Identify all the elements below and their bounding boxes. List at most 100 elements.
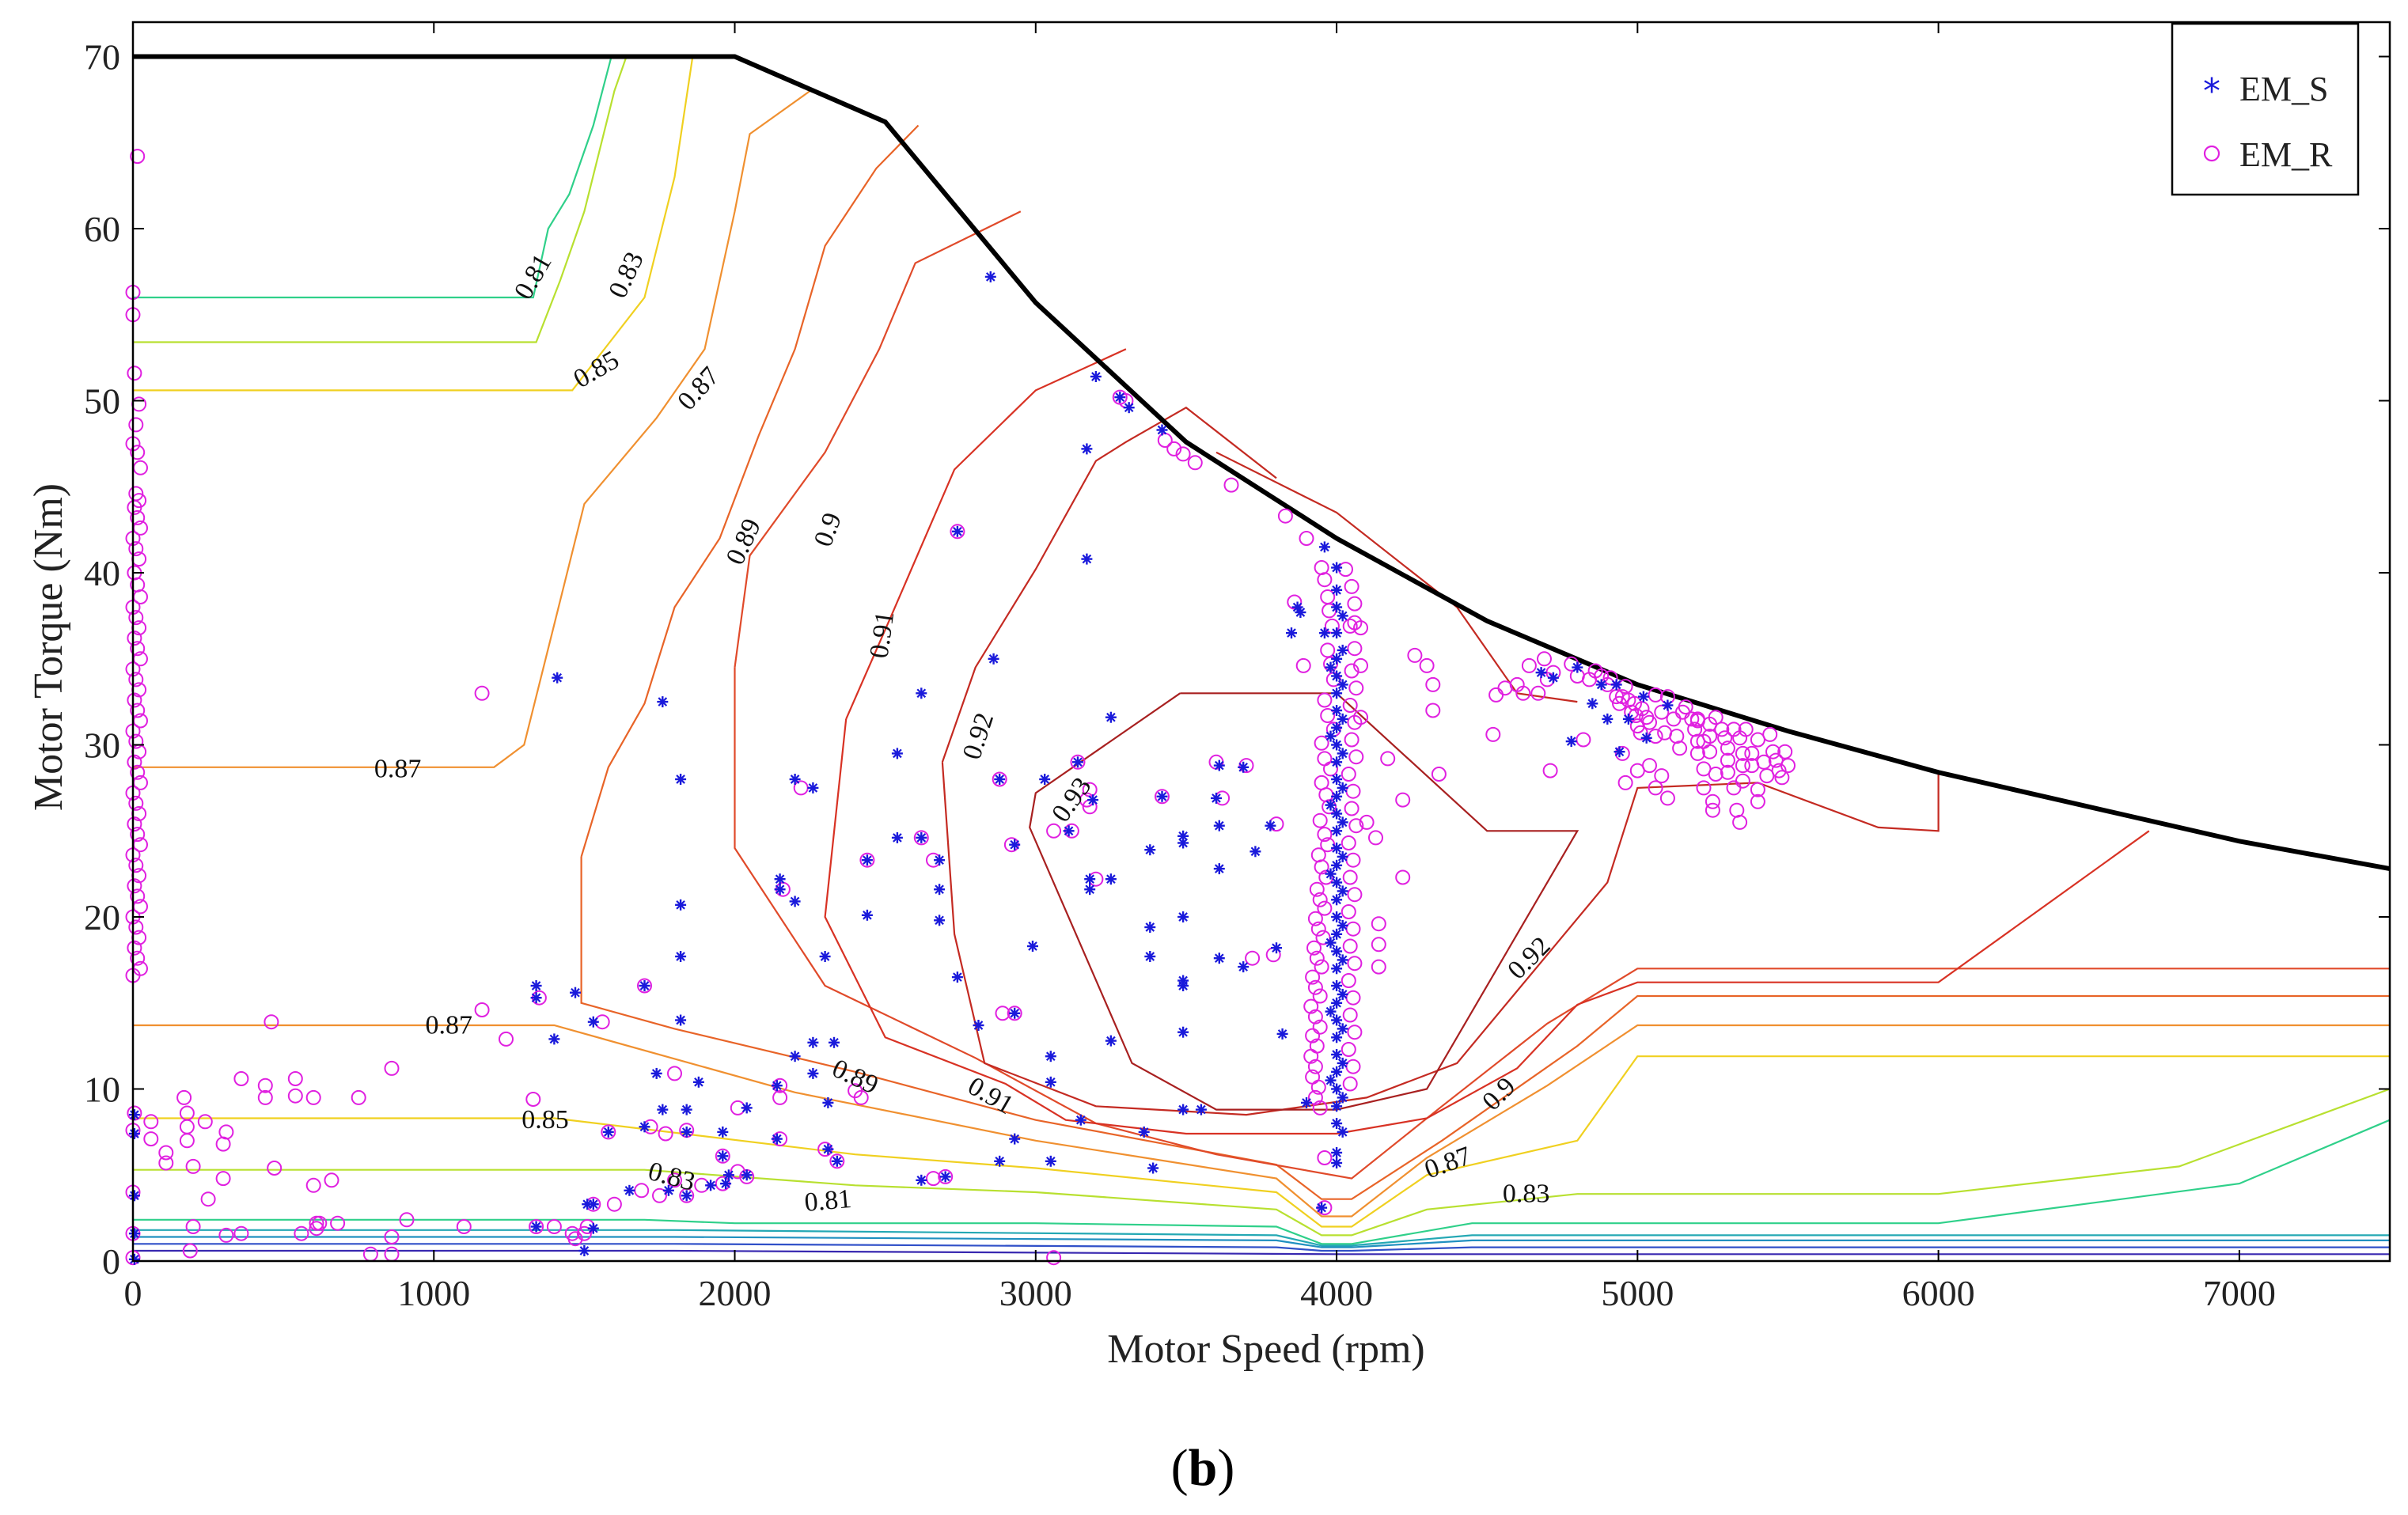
em-s-point — [1337, 850, 1348, 862]
em-s-point — [1331, 997, 1343, 1009]
em-r-point — [362, 1246, 378, 1262]
em-s-point — [1331, 945, 1343, 957]
em-s-point — [639, 1121, 650, 1133]
em-s-point — [675, 899, 687, 911]
em-s-point — [1331, 584, 1343, 596]
em-r-point — [1762, 726, 1778, 742]
em-s-point — [1063, 825, 1075, 837]
em-s-point — [822, 1143, 834, 1155]
em-r-point — [1515, 685, 1531, 701]
y-tick-label: 60 — [84, 209, 120, 249]
em-r-point — [127, 365, 142, 381]
contour-label: 0.81 — [509, 249, 558, 305]
em-s-point — [530, 1221, 542, 1233]
em-s-point — [1144, 922, 1156, 933]
em-r-point — [1342, 1007, 1358, 1023]
em-s-point — [1337, 1092, 1348, 1104]
em-s-point — [789, 774, 801, 785]
em-s-point — [1331, 1066, 1343, 1078]
em-s-point — [1331, 670, 1343, 682]
em-r-point — [1634, 701, 1650, 717]
em-s-point — [789, 896, 801, 907]
x-tick-label: 5000 — [1601, 1273, 1674, 1313]
em-s-point — [1565, 736, 1577, 748]
em-r-point — [1347, 641, 1363, 657]
em-r-point — [667, 1172, 682, 1188]
em-r-point — [1338, 562, 1353, 578]
em-s-point — [1331, 562, 1343, 574]
em-r-point — [1307, 1059, 1323, 1074]
em-s-point — [1331, 1014, 1343, 1026]
panel-label-close-paren: ) — [1217, 1439, 1234, 1497]
contour-line-081-0 — [133, 56, 612, 299]
em-s-point — [1213, 820, 1225, 831]
em-s-point — [771, 1080, 783, 1092]
em-r-point — [233, 1225, 249, 1241]
em-s-point — [741, 1102, 753, 1114]
em-r-point — [128, 672, 144, 687]
em-r-point — [127, 816, 142, 832]
em-s-point — [861, 854, 873, 866]
em-r-point — [1317, 692, 1333, 708]
em-r-point — [1187, 455, 1203, 471]
em-s-point — [774, 884, 786, 896]
em-s-point — [657, 696, 669, 708]
em-s-point — [1331, 1157, 1343, 1168]
em-r-point — [1627, 695, 1642, 711]
panel-label-letter: b — [1189, 1439, 1218, 1497]
em-s-point — [1331, 653, 1343, 665]
em-r-point — [1530, 685, 1546, 701]
contour-line-092-0 — [941, 406, 1277, 763]
em-r-point — [351, 1089, 366, 1105]
em-r-point — [1425, 703, 1441, 718]
em-r-point — [1342, 938, 1358, 954]
contour-label: 0.9 — [809, 509, 848, 551]
em-r-point — [1407, 647, 1423, 663]
em-r-point — [1307, 1089, 1323, 1105]
em-s-point — [1331, 722, 1343, 733]
em-r-point — [1312, 892, 1328, 907]
em-s-point — [1337, 748, 1348, 759]
em-r-point — [1702, 744, 1718, 759]
x-tick-label: 7000 — [2203, 1273, 2276, 1313]
em-r-point — [197, 1114, 213, 1130]
em-r-point — [127, 692, 142, 708]
em-s-point — [1610, 679, 1622, 691]
max-torque-curve — [133, 54, 2391, 872]
em-s-point — [1337, 988, 1348, 1000]
em-r-point — [926, 1171, 941, 1187]
em-r-point — [130, 888, 146, 904]
em-s-point — [624, 1184, 635, 1196]
em-s-point — [1547, 672, 1559, 684]
legend-em-r-label: EM_R — [2239, 135, 2333, 174]
em-r-point — [1317, 572, 1333, 588]
em-s-point — [1622, 713, 1634, 725]
em-s-point — [1331, 1118, 1343, 1129]
em-s-point — [1331, 843, 1343, 854]
em-r-point — [950, 524, 965, 540]
em-r-point — [938, 1168, 954, 1184]
contour-lines — [133, 56, 2391, 1256]
em-r-point — [1717, 730, 1733, 746]
em-s-point — [1337, 954, 1348, 966]
em-r-point — [128, 733, 144, 749]
contour-label: 0.87 — [426, 1011, 473, 1040]
em-r-point — [1299, 531, 1314, 546]
em-r-point — [185, 1219, 201, 1234]
em-s-point — [722, 1169, 734, 1181]
em-r-point — [179, 1133, 195, 1149]
em-s-point — [1614, 746, 1625, 758]
em-s-point — [1276, 1028, 1288, 1040]
em-s-point — [1640, 732, 1652, 744]
em-s-point — [530, 980, 542, 991]
contour-line-092-2 — [1215, 451, 1578, 703]
contour-line-low-3-0 — [133, 1243, 2390, 1252]
em-s-point — [650, 1067, 662, 1079]
em-s-point — [717, 1126, 729, 1138]
legend: * EM_S EM_R — [2171, 22, 2360, 196]
em-r-point — [1310, 921, 1326, 937]
em-r-point — [1347, 596, 1363, 612]
em-r-point — [1320, 708, 1336, 723]
em-s-point — [128, 1109, 140, 1121]
em-s-point — [951, 525, 963, 537]
